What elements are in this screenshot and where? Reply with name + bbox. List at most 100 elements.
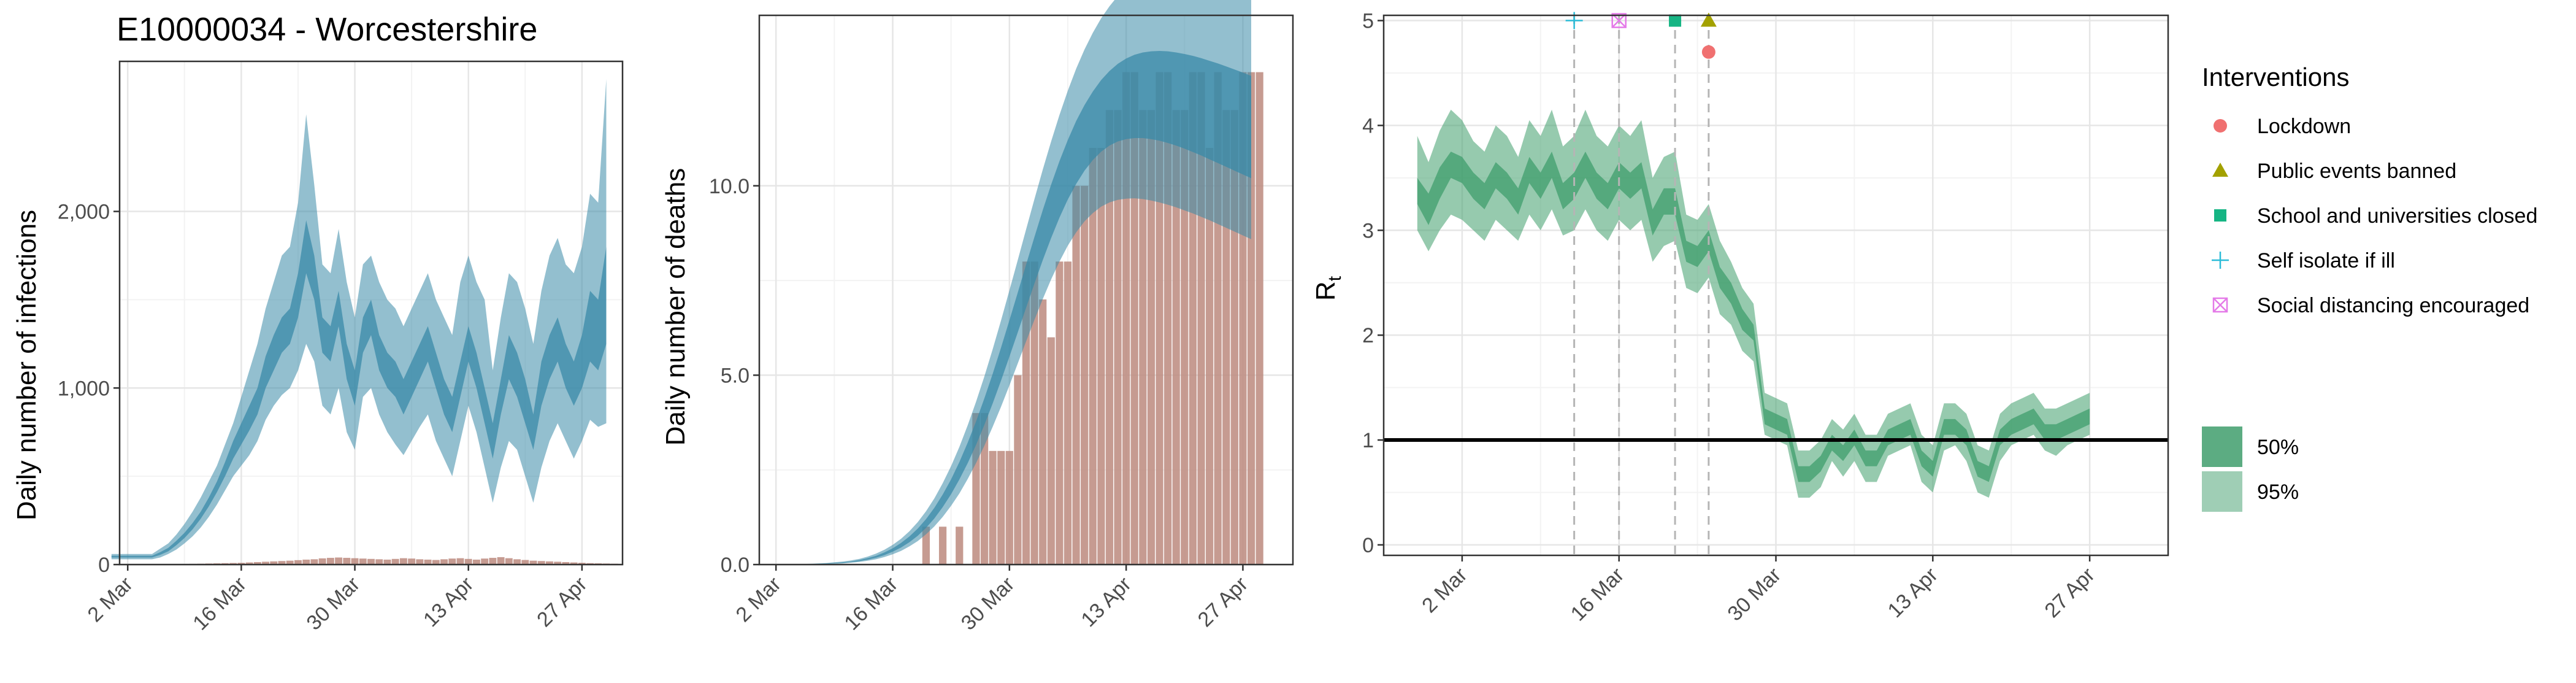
deaths-y-tick-label: 10.0 <box>709 175 749 198</box>
infections-x-tick-label: 30 Mar <box>302 573 365 635</box>
infections-bar <box>408 558 416 565</box>
deaths-bar <box>922 527 930 565</box>
deaths-bar <box>1114 110 1122 565</box>
infections-bar <box>302 559 310 565</box>
infections-bar <box>448 558 456 565</box>
deaths-bar <box>1105 110 1114 565</box>
rt-y-axis-label-subscript: t <box>1325 276 1345 281</box>
deaths-bar <box>1047 337 1055 565</box>
rt-band-50 <box>1417 152 2090 482</box>
infections-y-axis-label: Daily number of infections <box>12 210 42 520</box>
deaths-x-tick-label: 2 Mar <box>732 573 786 627</box>
infections-bar <box>472 559 480 565</box>
deaths-bar <box>1139 110 1147 565</box>
legend-label: 95% <box>2257 480 2299 504</box>
infections-bar <box>424 559 432 565</box>
infections-bar <box>318 558 326 565</box>
infections-y-tick-label: 0 <box>98 554 110 577</box>
infections-bar <box>375 559 383 565</box>
legend-intervals: 50% 95% <box>2202 426 2299 512</box>
legend-marker-box <box>2212 297 2228 313</box>
infections-bar <box>391 558 399 565</box>
legend-marker <box>2212 297 2228 313</box>
rt-y-tick-label: 0 <box>1362 534 1374 557</box>
infections-bar <box>270 561 278 565</box>
infections-bar <box>351 558 359 565</box>
deaths-bar <box>956 527 964 565</box>
intervention-marker <box>1700 12 1717 27</box>
infections-x-tick-label: 16 Mar <box>188 573 251 635</box>
deaths-bar <box>1172 110 1180 565</box>
deaths-bar <box>1181 110 1189 565</box>
infections-bar <box>578 563 586 565</box>
intervention-marker <box>1565 12 1583 29</box>
legend-marker <box>2214 119 2227 133</box>
deaths-x-tick-label: 13 Apr <box>1076 573 1135 631</box>
deaths-x-tick-label: 30 Mar <box>957 573 1019 635</box>
infections-bar <box>278 561 286 565</box>
infections-band-95 <box>111 79 607 560</box>
rt-x-tick-label: 16 Mar <box>1566 563 1629 626</box>
deaths-bar <box>1064 261 1072 565</box>
legend-label: School and universities closed <box>2257 204 2537 228</box>
deaths-bar <box>1056 261 1064 565</box>
infections-bar <box>359 558 367 565</box>
infections-bar <box>326 558 334 565</box>
legend-interventions: Lockdown Public events banned School and u… <box>2212 115 2537 317</box>
deaths-bar <box>1039 299 1047 565</box>
infections-bar <box>310 559 318 565</box>
infections-bar <box>497 557 505 565</box>
infections-bar <box>432 560 440 565</box>
rt-x-tick-label: 2 Mar <box>1417 563 1471 617</box>
infections-bar <box>335 557 343 565</box>
deaths-y-tick-label: 0.0 <box>721 554 749 577</box>
deaths-band-50 <box>776 51 1251 565</box>
intervention-marker-box <box>1611 13 1627 28</box>
rt-y-tick-label: 2 <box>1362 324 1374 347</box>
deaths-bar <box>997 450 1005 565</box>
infections-bar <box>505 558 513 565</box>
legend: Interventions Lockdown Public events bann… <box>2202 63 2537 512</box>
infections-bar <box>562 561 570 565</box>
infections-bar <box>416 559 424 565</box>
rt-y-axis-label-main: R <box>1311 281 1341 301</box>
legend-label: Lockdown <box>2257 115 2351 138</box>
legend-swatch <box>2202 426 2242 467</box>
rt-y-axis-label: Rt <box>1311 276 1345 301</box>
infections-bar <box>546 561 553 565</box>
infections-bar <box>245 562 253 565</box>
deaths-y-tick-label: 5.0 <box>721 364 749 387</box>
rt-x-tick-label: 13 Apr <box>1884 563 1942 622</box>
rt-x-tick-label: 27 Apr <box>2040 563 2099 622</box>
infections-x-tick-label: 2 Mar <box>83 573 137 627</box>
intervention-marker <box>1669 14 1682 27</box>
infections-bar <box>294 560 302 565</box>
rt-y-tick-label: 3 <box>1362 219 1374 242</box>
legend-marker <box>2214 209 2226 222</box>
deaths-y-axis-label: Daily number of deaths <box>661 168 691 446</box>
deaths-bar <box>1255 72 1263 565</box>
deaths-bar <box>1147 110 1156 565</box>
deaths-bar <box>1089 148 1097 565</box>
legend-marker-d2 <box>2213 298 2228 312</box>
deaths-bar <box>1072 185 1080 565</box>
infections-bar <box>440 559 448 565</box>
deaths-bar <box>1205 148 1214 565</box>
infections-y-tick-label: 1,000 <box>58 377 110 400</box>
deaths-bar <box>1030 261 1038 565</box>
deaths-bar <box>980 413 989 565</box>
infections-bar <box>513 559 521 565</box>
deaths-x-tick-label: 27 Apr <box>1194 573 1252 631</box>
deaths-bar <box>938 527 947 565</box>
deaths-bar <box>1081 185 1089 565</box>
rt-y-tick-label: 1 <box>1362 429 1374 452</box>
deaths-panel: 0.0 5.0 10.0 2 Mar 16 Mar 30 Mar 13 Apr 27 Apr <box>709 0 1294 635</box>
infections-bar <box>253 561 261 565</box>
infections-bar <box>464 558 472 565</box>
infections-bar <box>367 558 375 565</box>
infections-bar <box>529 560 537 565</box>
infections-bar <box>456 558 464 565</box>
rt-panel: 0 1 2 3 4 5 2 Mar 16 Mar 30 Mar 13 Apr 27 Apr <box>1362 10 2169 626</box>
legend-label: Social distancing encouraged <box>2257 294 2529 317</box>
infections-bar <box>537 561 545 565</box>
